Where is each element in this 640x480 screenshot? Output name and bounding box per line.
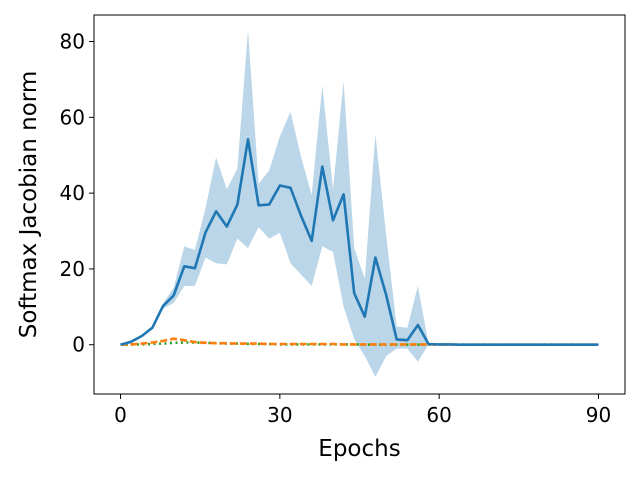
x-axis-label: Epochs: [318, 436, 400, 462]
plot-area: [120, 30, 599, 377]
y-axis-label: Softmax Jacobian norm: [16, 71, 42, 338]
y-tick-label: 60: [60, 105, 85, 129]
series-0-line: [120, 138, 599, 347]
axes-frame: [93, 14, 626, 395]
y-tick-label: 0: [72, 333, 85, 357]
series-1-line: [120, 337, 599, 347]
x-tick-label: 30: [267, 403, 292, 427]
x-axis: 0 30 60 90: [114, 394, 611, 427]
y-axis: 0 20 40 60 80: [60, 30, 94, 357]
y-tick-label: 20: [60, 257, 85, 281]
x-tick-label: 60: [426, 403, 451, 427]
x-tick-label: 0: [114, 403, 127, 427]
y-tick-label: 80: [60, 30, 85, 54]
y-tick-label: 40: [60, 181, 85, 205]
x-tick-label: 90: [586, 403, 611, 427]
